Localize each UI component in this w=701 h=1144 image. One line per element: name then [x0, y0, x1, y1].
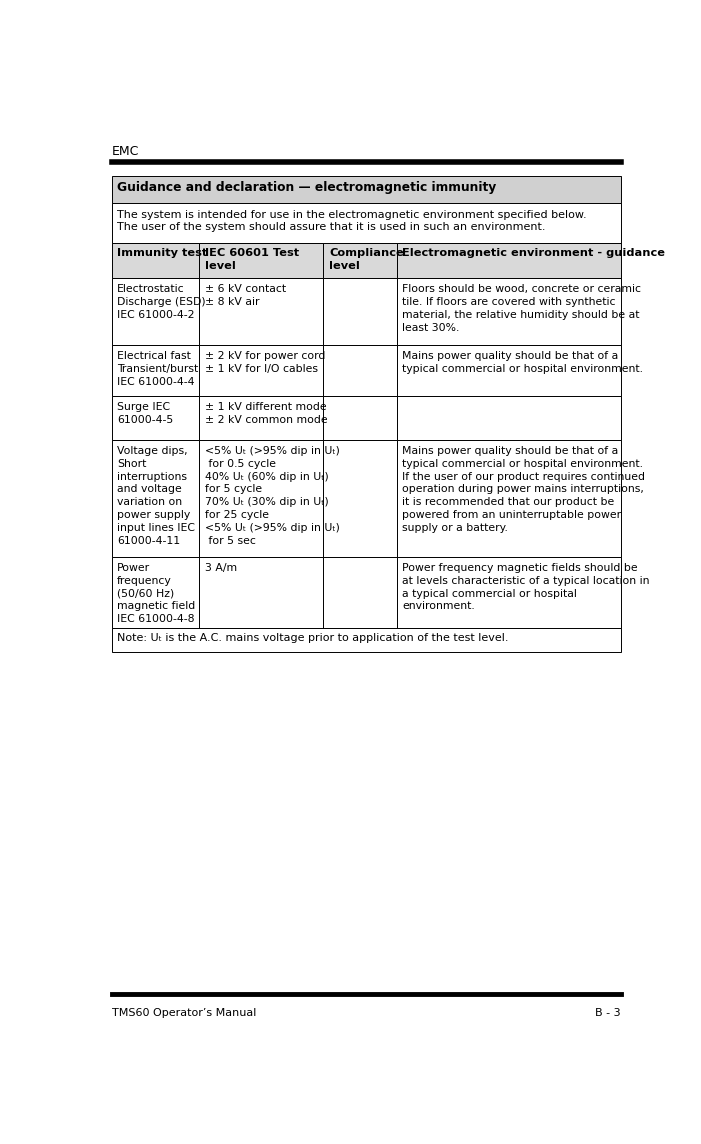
- Text: Power frequency magnetic fields should be
at levels characteristic of a typical : Power frequency magnetic fields should b…: [402, 563, 650, 612]
- Text: Mains power quality should be that of a
typical commercial or hospital environme: Mains power quality should be that of a …: [402, 351, 644, 374]
- Text: Immunity test: Immunity test: [117, 248, 207, 259]
- Bar: [323, 440, 397, 557]
- Bar: [111, 345, 199, 396]
- Text: Mains power quality should be that of a
typical commercial or hospital environme: Mains power quality should be that of a …: [402, 446, 645, 533]
- Bar: [397, 557, 621, 628]
- Bar: [111, 628, 621, 652]
- Bar: [111, 243, 199, 278]
- Text: EMC: EMC: [111, 145, 139, 158]
- Bar: [111, 176, 621, 202]
- Bar: [397, 243, 621, 278]
- Bar: [199, 557, 323, 628]
- Text: Electromagnetic environment - guidance: Electromagnetic environment - guidance: [402, 248, 665, 259]
- Text: Power
frequency
(50/60 Hz)
magnetic field
IEC 61000-4-8: Power frequency (50/60 Hz) magnetic fiel…: [117, 563, 196, 625]
- Text: ± 2 kV for power cord
± 1 kV for I/O cables: ± 2 kV for power cord ± 1 kV for I/O cab…: [205, 351, 325, 374]
- Bar: [323, 345, 397, 396]
- Bar: [199, 440, 323, 557]
- Text: TMS60 Operator’s Manual: TMS60 Operator’s Manual: [111, 1008, 256, 1018]
- Bar: [111, 202, 621, 243]
- Bar: [199, 396, 323, 440]
- Text: Compliance
level: Compliance level: [329, 248, 404, 271]
- Text: The system is intended for use in the electromagnetic environment specified belo: The system is intended for use in the el…: [117, 209, 587, 232]
- Bar: [397, 278, 621, 345]
- Bar: [397, 396, 621, 440]
- Bar: [199, 278, 323, 345]
- Bar: [323, 396, 397, 440]
- Bar: [111, 557, 199, 628]
- Text: Guidance and declaration — electromagnetic immunity: Guidance and declaration — electromagnet…: [117, 181, 496, 194]
- Text: Electrostatic
Discharge (ESD)
IEC 61000-4-2: Electrostatic Discharge (ESD) IEC 61000-…: [117, 285, 205, 320]
- Text: ± 1 kV different mode
± 2 kV common mode: ± 1 kV different mode ± 2 kV common mode: [205, 403, 327, 424]
- Text: 3 A/m: 3 A/m: [205, 563, 237, 573]
- Bar: [199, 243, 323, 278]
- Bar: [111, 396, 199, 440]
- Bar: [323, 243, 397, 278]
- Text: Voltage dips,
Short
interruptions
and voltage
variation on
power supply
input li: Voltage dips, Short interruptions and vo…: [117, 446, 195, 546]
- Text: <5% Uₜ (>95% dip in Uₜ)
 for 0.5 cycle
40% Uₜ (60% dip in Uₜ)
for 5 cycle
70% Uₜ: <5% Uₜ (>95% dip in Uₜ) for 0.5 cycle 40…: [205, 446, 339, 546]
- Text: Electrical fast
Transient/burst
IEC 61000-4-4: Electrical fast Transient/burst IEC 6100…: [117, 351, 198, 387]
- Text: Note: Uₜ is the A.C. mains voltage prior to application of the test level.: Note: Uₜ is the A.C. mains voltage prior…: [117, 633, 508, 643]
- Bar: [111, 278, 199, 345]
- Text: ± 6 kV contact
± 8 kV air: ± 6 kV contact ± 8 kV air: [205, 285, 286, 307]
- Text: IEC 60601 Test
level: IEC 60601 Test level: [205, 248, 299, 271]
- Text: Floors should be wood, concrete or ceramic
tile. If floors are covered with synt: Floors should be wood, concrete or ceram…: [402, 285, 641, 333]
- Bar: [111, 440, 199, 557]
- Bar: [323, 557, 397, 628]
- Bar: [397, 440, 621, 557]
- Bar: [323, 278, 397, 345]
- Bar: [199, 345, 323, 396]
- Text: Surge IEC
61000-4-5: Surge IEC 61000-4-5: [117, 403, 173, 424]
- Bar: [397, 345, 621, 396]
- Text: B - 3: B - 3: [595, 1008, 621, 1018]
